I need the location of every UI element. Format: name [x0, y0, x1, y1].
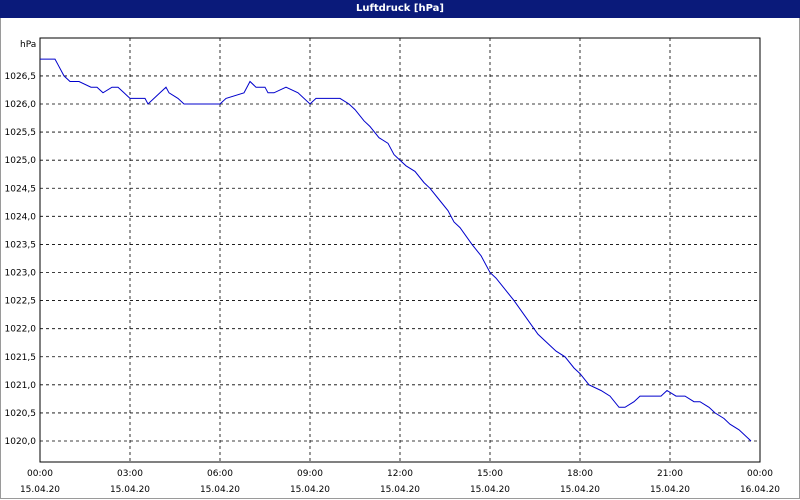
x-tick-time-label: 12:00: [387, 469, 413, 479]
x-tick-date-label: 15.04.20: [470, 485, 510, 495]
x-tick-time-label: 06:00: [207, 469, 233, 479]
y-axis-unit-label: hPa: [20, 40, 36, 50]
x-tick-date-label: 15.04.20: [560, 485, 600, 495]
y-tick-label: 1022,0: [5, 325, 37, 335]
y-tick-label: 1020,5: [5, 409, 37, 419]
x-tick-date-label: 15.04.20: [200, 485, 240, 495]
x-axis-ticks: 00:00 15.04.20 03:00 15.04.20 06:00 15.04.20 0…: [20, 469, 780, 495]
y-tick-label: 1025,0: [5, 156, 37, 166]
y-tick-label: 1023,5: [5, 240, 37, 250]
y-tick-label: 1022,5: [5, 297, 37, 307]
y-tick-label: 1026,5: [5, 72, 37, 82]
y-tick-label: 1024,0: [5, 212, 37, 222]
x-tick-time-label: 21:00: [657, 469, 683, 479]
y-tick-label: 1026,0: [5, 100, 37, 110]
x-tick-time-label: 09:00: [297, 469, 323, 479]
x-tick-time-label: 18:00: [567, 469, 593, 479]
chart-title: Luftdruck [hPa]: [0, 0, 800, 18]
y-tick-label: 1021,0: [5, 381, 37, 391]
pressure-line: [40, 58, 752, 442]
y-tick-label: 1023,0: [5, 269, 37, 279]
y-tick-label: 1020,0: [5, 437, 37, 447]
y-tick-label: 1025,5: [5, 128, 37, 138]
y-axis-ticks: 1026,5 1026,0 1025,5 1025,0 1024,5 1024,0 1023…: [5, 72, 37, 447]
x-tick-date-label: 15.04.20: [110, 485, 150, 495]
x-tick-time-label: 15:00: [477, 469, 503, 479]
x-tick-date-label: 16.04.20: [740, 485, 780, 495]
x-tick-time-label: 00:00: [27, 469, 53, 479]
x-tick-time-label: 00:00: [747, 469, 773, 479]
x-tick-time-label: 03:00: [117, 469, 143, 479]
y-tick-label: 1024,5: [5, 184, 37, 194]
y-tick-label: 1021,5: [5, 353, 37, 363]
x-tick-date-label: 15.04.20: [650, 485, 690, 495]
x-tick-date-label: 15.04.20: [290, 485, 330, 495]
x-tick-date-label: 15.04.20: [380, 485, 420, 495]
x-tick-date-label: 15.04.20: [20, 485, 60, 495]
